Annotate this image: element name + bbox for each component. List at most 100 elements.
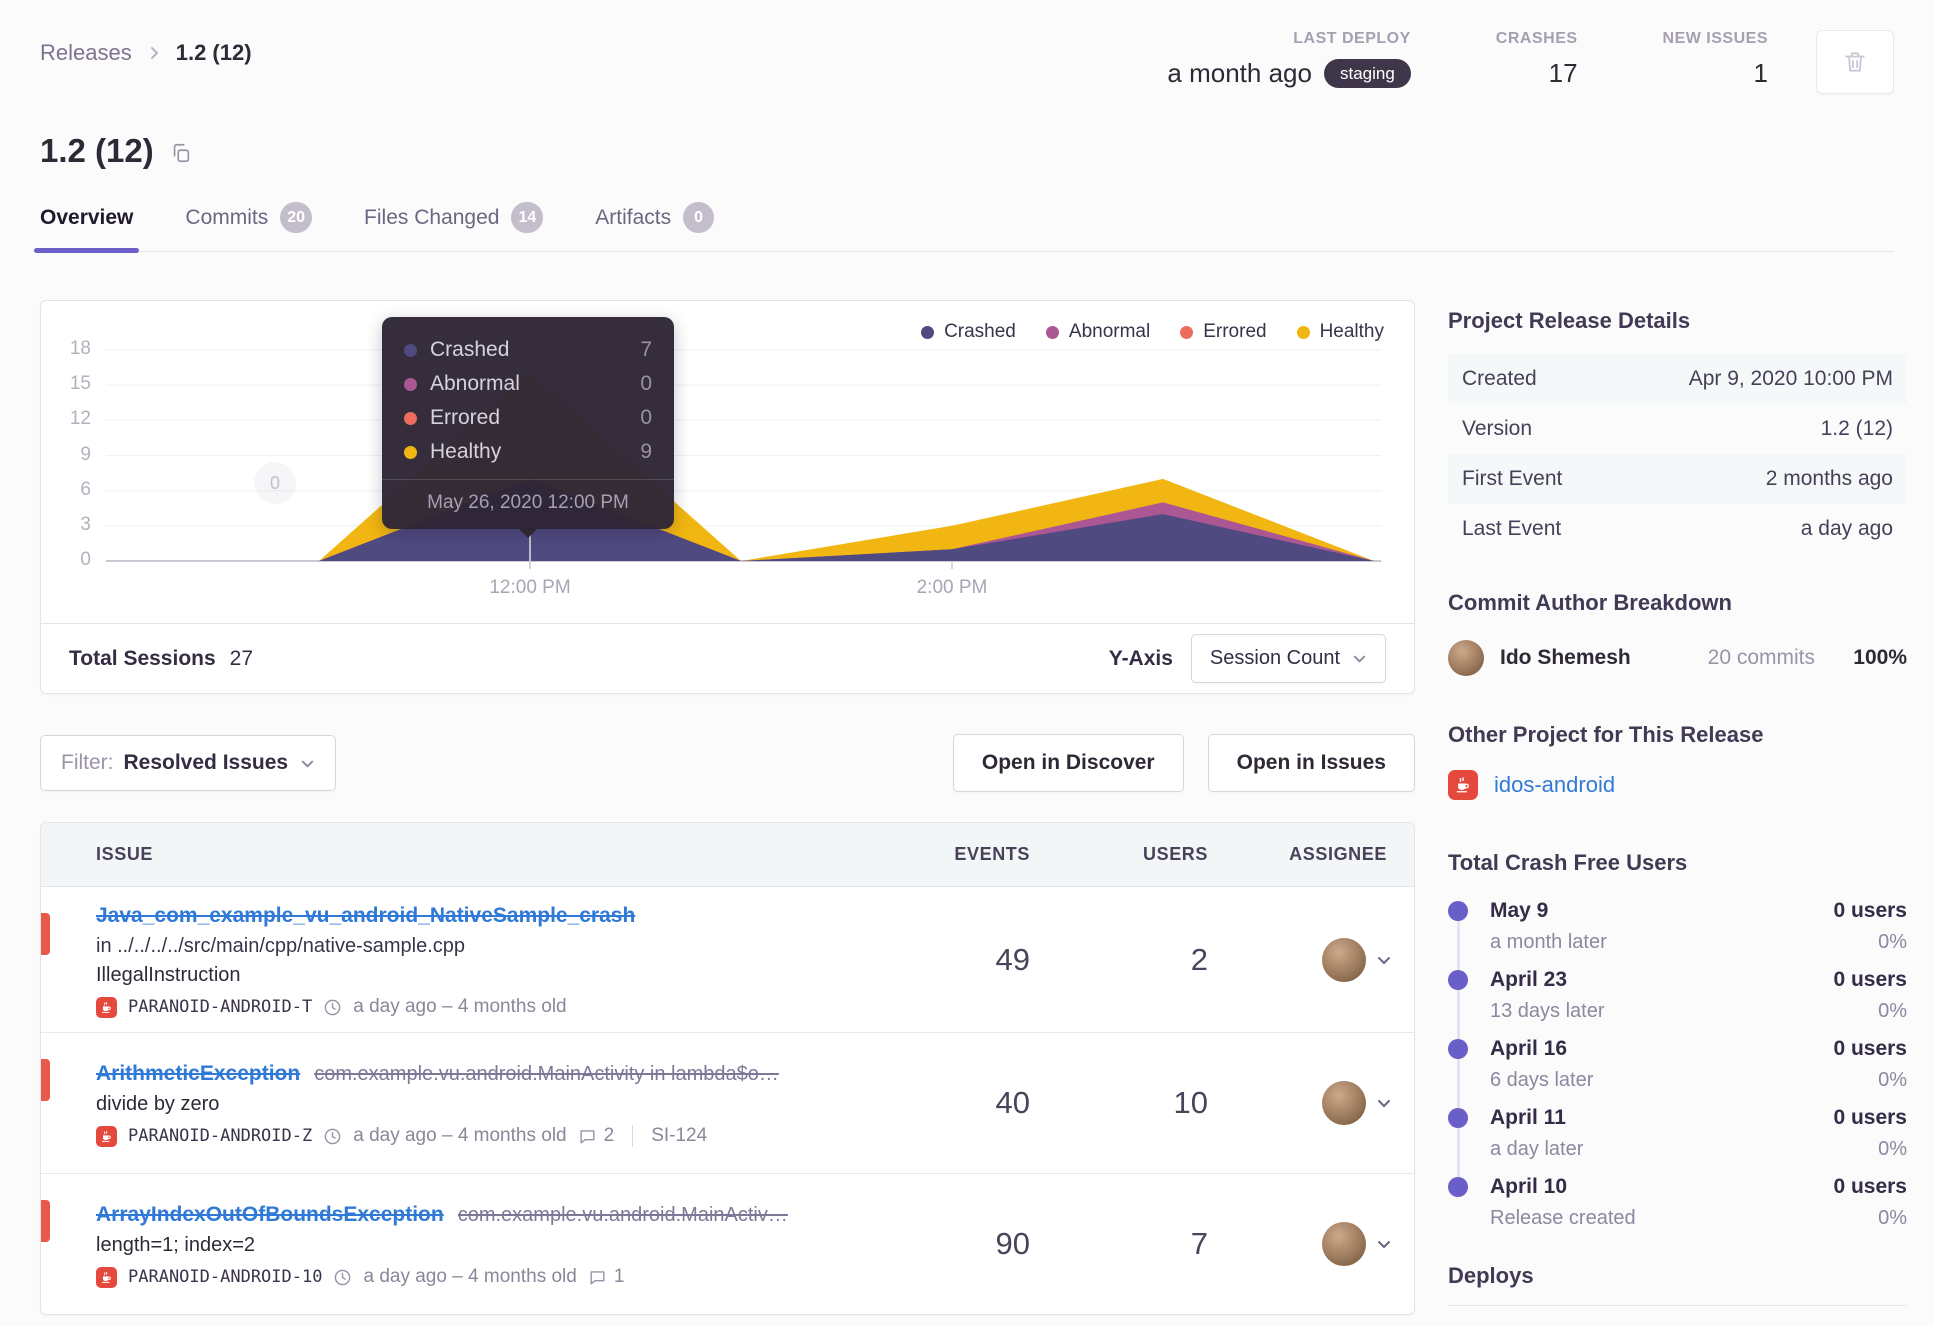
stat-last-deploy: LAST DEPLOY a month ago staging xyxy=(1167,30,1411,89)
tooltip-healthy-label: Healthy xyxy=(430,440,502,463)
java-platform-icon xyxy=(96,1125,117,1147)
legend-item-healthy[interactable]: Healthy xyxy=(1296,321,1384,343)
environment-badge: staging xyxy=(1323,59,1411,89)
legend-item-errored[interactable]: Errored xyxy=(1180,321,1267,343)
crash-free-title: Total Crash Free Users xyxy=(1448,850,1688,875)
other-projects-section: Other Project for This Release idos-andr… xyxy=(1448,722,1907,800)
legend-item-crashed[interactable]: Crashed xyxy=(921,321,1016,343)
project-slug: PARANOID-ANDROID-T xyxy=(128,997,313,1017)
yaxis-select[interactable]: Session Count xyxy=(1190,634,1386,683)
assignee-avatar[interactable] xyxy=(1322,1081,1366,1125)
x-axis: 12:00 PM 2:00 PM xyxy=(41,301,1414,623)
x-axis-tick-label: 2:00 PM xyxy=(916,577,988,598)
new-issues-label: NEW ISSUES xyxy=(1662,30,1768,47)
filter-label: Filter: xyxy=(61,751,114,774)
detail-label: Created xyxy=(1462,367,1537,390)
commit-author-breakdown: Commit Author Breakdown Ido Shemesh 20 c… xyxy=(1448,590,1907,676)
x-axis-tick-label: 12:00 PM xyxy=(489,577,571,598)
list-item: Last Event a day ago xyxy=(1448,504,1907,554)
last-deploy-label: LAST DEPLOY xyxy=(1293,30,1411,47)
stat-new-issues: NEW ISSUES 1 xyxy=(1663,30,1768,89)
delete-release-button[interactable] xyxy=(1816,30,1894,94)
legend-errored-label: Errored xyxy=(1203,321,1267,342)
release-sidebar: Project Release Details Created Apr 9, 2… xyxy=(1448,300,1907,1326)
issue-events-count: 90 xyxy=(995,1226,1030,1261)
tooltip-row-abnormal: Abnormal 0 xyxy=(404,367,652,401)
issue-age: a day ago – 4 months old xyxy=(363,1266,577,1287)
tab-commits[interactable]: Commits 20 xyxy=(185,202,313,251)
breadcrumb-releases-link[interactable]: Releases xyxy=(40,40,132,65)
other-project-link[interactable]: idos-android xyxy=(1494,772,1616,797)
commit-author-row: Ido Shemesh 20 commits 100% xyxy=(1448,640,1907,676)
assignee-avatar[interactable] xyxy=(1322,1222,1366,1266)
tooltip-row-healthy: Healthy 9 xyxy=(404,435,652,469)
tab-overview-label: Overview xyxy=(40,205,134,229)
timeline-date: April 11 xyxy=(1490,1106,1566,1129)
issue-culprit: com.example.vu.android.MainActivity in l… xyxy=(314,1063,779,1085)
deploys-title: Deploys xyxy=(1448,1263,1907,1306)
detail-label: Version xyxy=(1462,417,1533,440)
y-axis-tick-label: 6 xyxy=(80,478,91,500)
timeline-date: April 23 xyxy=(1490,968,1568,991)
chevron-down-icon[interactable] xyxy=(1376,1095,1392,1111)
issue-title-link[interactable]: Java_com_example_vu_android_NativeSample… xyxy=(96,904,636,927)
tab-artifacts[interactable]: Artifacts 0 xyxy=(595,202,715,251)
crash-free-timeline: May 9 a month later 0 users 0% April 23 … xyxy=(1448,898,1907,1231)
chart-legend: Crashed Abnormal Errored Healthy xyxy=(921,321,1384,343)
issue-age: a day ago – 4 months old xyxy=(353,996,567,1017)
tab-bar: Overview Commits 20 Files Changed 14 Art… xyxy=(34,202,1894,253)
healthy-dot-icon xyxy=(404,445,417,459)
y-axis-tick-label: 9 xyxy=(80,443,91,465)
legend-item-abnormal[interactable]: Abnormal xyxy=(1045,321,1151,343)
project-slug: PARANOID-ANDROID-Z xyxy=(128,1126,313,1146)
timeline-users: 0 users xyxy=(1833,1175,1907,1198)
chevron-down-icon[interactable] xyxy=(1376,1236,1392,1252)
issues-filter-select[interactable]: Filter: Resolved Issues xyxy=(40,735,337,791)
healthy-legend-dot xyxy=(1296,325,1310,339)
yaxis-selected-value: Session Count xyxy=(1209,647,1340,669)
trash-icon xyxy=(1842,49,1868,75)
stat-crashes: CRASHES 17 xyxy=(1496,30,1578,89)
timeline-percent: 0% xyxy=(1878,1069,1907,1091)
tab-files-changed[interactable]: Files Changed 14 xyxy=(364,202,544,251)
comment-count: 1 xyxy=(613,1266,625,1287)
tooltip-abnormal-label: Abnormal xyxy=(430,372,520,395)
y-axis-tick-label: 18 xyxy=(69,338,91,359)
issue-title-link[interactable]: ArrayIndexOutOfBoundsException xyxy=(96,1203,444,1226)
assignee-avatar[interactable] xyxy=(1322,937,1366,982)
column-header-events: EVENTS xyxy=(954,844,1030,864)
open-in-discover-button[interactable]: Open in Discover xyxy=(952,734,1184,792)
column-header-assignee: ASSIGNEE xyxy=(1289,844,1387,864)
open-in-issues-button[interactable]: Open in Issues xyxy=(1207,734,1415,792)
breadcrumb: Releases 1.2 (12) xyxy=(40,30,252,66)
unresolved-level-bar xyxy=(41,1200,50,1242)
detail-value: Apr 9, 2020 10:00 PM xyxy=(1688,367,1893,390)
list-item: April 11 a day later 0 users 0% xyxy=(1448,1105,1907,1162)
issue-events-count: 40 xyxy=(995,1085,1030,1120)
y-axis-tick-label: 12 xyxy=(69,408,91,430)
timeline-relative: a day later xyxy=(1490,1138,1584,1160)
commit-authors-title: Commit Author Breakdown xyxy=(1448,590,1732,615)
tab-overview[interactable]: Overview xyxy=(34,202,140,253)
new-issues-value: 1 xyxy=(1753,58,1768,88)
issue-events-count: 49 xyxy=(995,941,1030,977)
issue-title-link[interactable]: ArithmeticException xyxy=(96,1062,301,1085)
list-item: April 10 Release created 0 users 0% xyxy=(1448,1174,1907,1231)
tab-files-changed-label: Files Changed xyxy=(364,205,500,229)
chart-tooltip: Crashed 7 Abnormal 0 Errored 0 xyxy=(382,317,674,538)
copy-icon[interactable] xyxy=(170,142,192,164)
legend-crashed-label: Crashed xyxy=(944,321,1016,342)
list-item: April 23 13 days later 0 users 0% xyxy=(1448,967,1907,1024)
legend-abnormal-label: Abnormal xyxy=(1068,321,1151,342)
table-row: ArithmeticException com.example.vu.andro… xyxy=(41,1032,1414,1173)
timeline-dot-icon xyxy=(1448,970,1468,990)
chevron-down-icon[interactable] xyxy=(1376,952,1392,968)
total-sessions-label: Total Sessions xyxy=(69,646,216,670)
clock-icon xyxy=(333,1268,352,1287)
filter-selected-value: Resolved Issues xyxy=(123,751,289,774)
tooltip-caret xyxy=(518,528,538,538)
java-platform-icon xyxy=(96,996,117,1018)
author-avatar xyxy=(1448,640,1484,676)
abnormal-legend-dot xyxy=(1045,325,1059,339)
list-item: May 9 a month later 0 users 0% xyxy=(1448,898,1907,955)
